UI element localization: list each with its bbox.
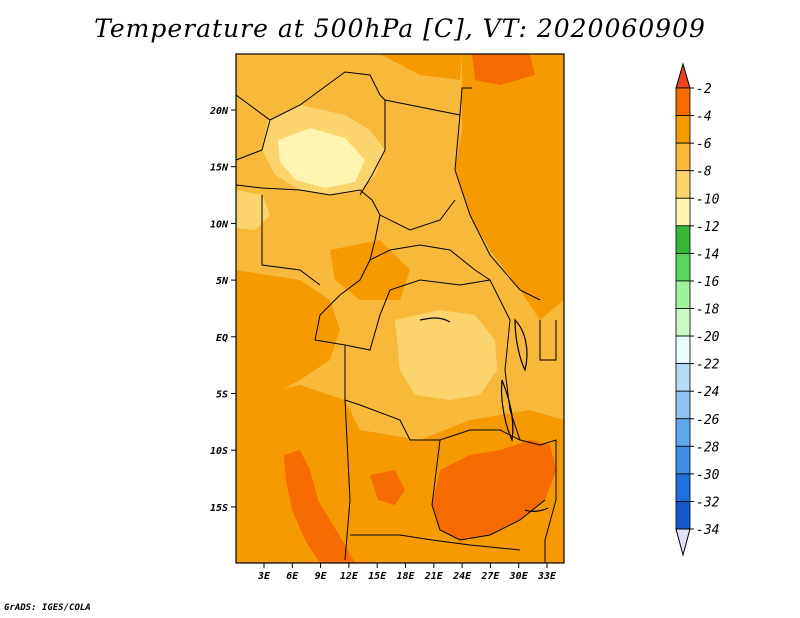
lon-tick-label: 6E xyxy=(286,571,299,582)
field-hot-ne xyxy=(472,54,535,85)
field-hot-angola xyxy=(284,450,355,563)
colorbar-box xyxy=(675,115,691,144)
colorbar-box xyxy=(675,170,691,199)
field-warm-east xyxy=(455,54,564,320)
lon-tick-label: 18E xyxy=(396,571,415,582)
colorbar-cap-high xyxy=(675,62,691,89)
lat-tick-label: EQ xyxy=(216,333,228,344)
lat-tick-label: 5N xyxy=(216,276,229,287)
colorbar: -2 -4 -6 -8 -10 -12 -14 -16 -18 -20 -22 -24 -26 -28 -3… xyxy=(675,62,720,557)
colorbar-box xyxy=(675,501,691,530)
colorbar-box xyxy=(675,473,691,502)
colorbar-label: -22 xyxy=(696,358,720,373)
colorbar-box xyxy=(675,87,691,116)
colorbar-label: -10 xyxy=(696,192,720,207)
colorbar-label: -18 xyxy=(696,303,720,318)
map-plot xyxy=(235,53,565,564)
colorbar-label: -26 xyxy=(696,413,720,428)
colorbar-box xyxy=(675,418,691,447)
lon-tick-label: 3E xyxy=(257,571,271,582)
colorbar-box xyxy=(675,142,691,172)
lat-tick-label: 20N xyxy=(209,106,229,117)
lat-tick-label: 10N xyxy=(210,219,229,230)
field-coolest-north xyxy=(278,128,365,188)
field-warm-west xyxy=(236,270,340,400)
colorbar-label: -32 xyxy=(696,495,720,510)
lon-tick-label: 9E xyxy=(315,571,328,582)
lon-tick-label: 33E xyxy=(537,571,557,582)
colorbar-label: -2 xyxy=(696,82,712,97)
colorbar-box xyxy=(675,390,691,420)
latitude-axis: 20N 15N 10N 5N EQ 5S 10S 15S xyxy=(209,106,236,514)
lat-tick-label: 15N xyxy=(210,163,229,174)
colorbar-label: -30 xyxy=(696,468,720,483)
colorbar-box xyxy=(675,445,691,475)
lon-tick-label: 12E xyxy=(340,571,359,582)
colorbar-label: -12 xyxy=(696,220,720,235)
lat-tick-label: 10S xyxy=(210,446,228,457)
longitude-axis: 3E 6E 9E 12E 15E 18E 21E 24E 27E 30E 33E xyxy=(257,563,557,582)
lat-tick-label: 15S xyxy=(210,503,228,514)
lon-tick-label: 27E xyxy=(480,571,500,582)
lon-tick-label: 15E xyxy=(368,571,387,582)
colorbar-label: -4 xyxy=(696,110,712,125)
field-warm-north xyxy=(380,54,462,80)
lat-tick-label: 5S xyxy=(216,390,228,401)
colorbar-label: -24 xyxy=(696,385,719,400)
country-borders xyxy=(235,71,557,563)
map-frame xyxy=(235,53,565,564)
colorbar-box xyxy=(675,197,691,227)
colorbar-label: -14 xyxy=(696,247,719,262)
colorbar-box xyxy=(675,280,691,309)
grads-credit: GrADS: IGES/COLA xyxy=(4,603,91,613)
colorbar-box xyxy=(675,308,691,337)
colorbar-box xyxy=(675,225,691,254)
colorbar-box xyxy=(675,363,691,392)
colorbar-cap-low xyxy=(675,528,691,557)
field-hot-zambia xyxy=(432,440,556,540)
colorbar-label: -20 xyxy=(696,330,720,345)
colorbar-label: -28 xyxy=(696,440,720,455)
lon-tick-label: 30E xyxy=(509,571,529,582)
field-warm-center xyxy=(330,240,410,300)
field-cool-center xyxy=(395,310,497,400)
lon-tick-label: 24E xyxy=(452,571,472,582)
colorbar-label: -16 xyxy=(696,275,720,290)
map-title: Temperature at 500hPa [C], VT: 202006090… xyxy=(94,14,706,43)
colorbar-label: -34 xyxy=(696,523,719,538)
colorbar-label: -8 xyxy=(696,165,712,180)
field-hot-mid xyxy=(370,470,405,505)
lon-tick-label: 21E xyxy=(424,571,444,582)
colorbar-box xyxy=(675,335,691,365)
colorbar-label: -6 xyxy=(696,137,712,152)
lake-outlines xyxy=(419,317,549,512)
colorbar-box xyxy=(675,252,691,282)
